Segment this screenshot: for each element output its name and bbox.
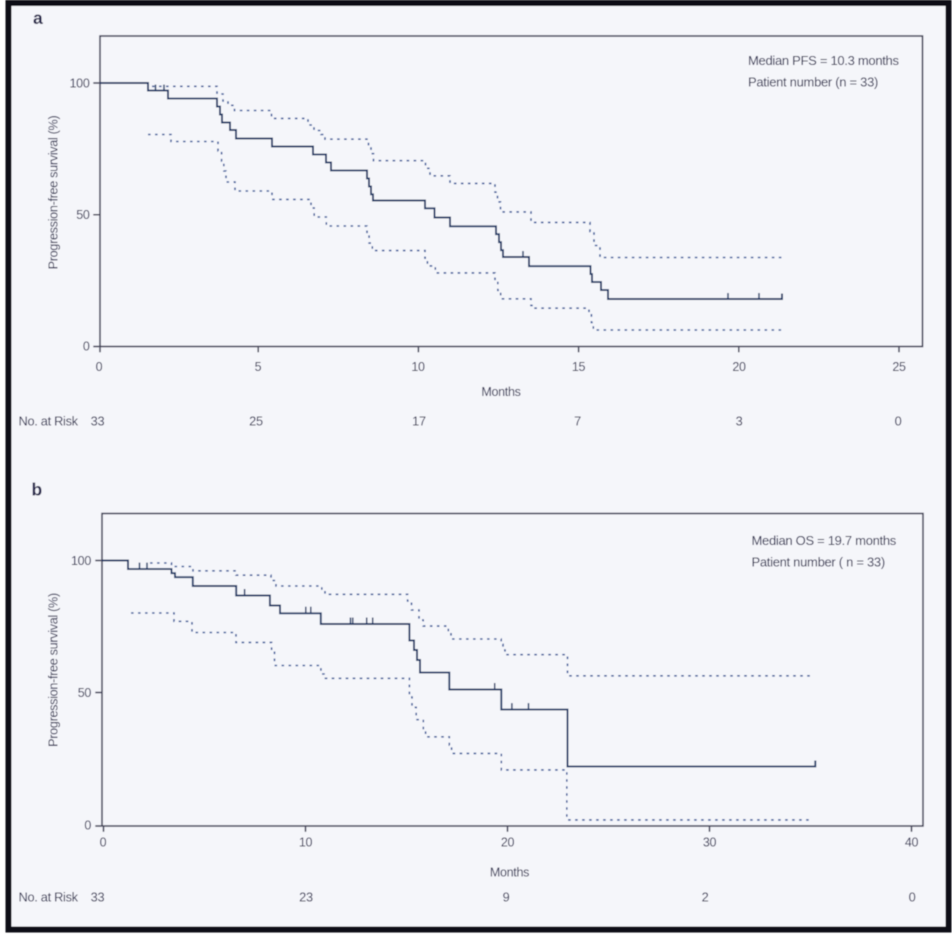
svg-text:No. at Risk: No. at Risk bbox=[19, 890, 79, 905]
svg-text:33: 33 bbox=[91, 890, 105, 905]
svg-text:2: 2 bbox=[702, 890, 709, 905]
svg-text:a: a bbox=[33, 8, 43, 28]
svg-text:25: 25 bbox=[249, 414, 263, 429]
svg-text:Progression-free survival (%): Progression-free survival (%) bbox=[47, 116, 61, 270]
svg-text:9: 9 bbox=[503, 890, 510, 905]
svg-text:0: 0 bbox=[895, 414, 902, 429]
svg-text:0: 0 bbox=[96, 360, 103, 374]
svg-text:100: 100 bbox=[71, 554, 91, 568]
svg-text:33: 33 bbox=[91, 414, 105, 429]
svg-text:50: 50 bbox=[78, 686, 92, 700]
svg-text:0: 0 bbox=[84, 819, 91, 833]
svg-text:50: 50 bbox=[76, 208, 90, 222]
svg-text:Patient number (n = 33): Patient number (n = 33) bbox=[748, 75, 878, 90]
svg-text:0: 0 bbox=[909, 890, 916, 905]
svg-text:20: 20 bbox=[501, 836, 515, 850]
svg-text:10: 10 bbox=[299, 836, 313, 850]
svg-text:Median OS = 19.7 months: Median OS = 19.7 months bbox=[752, 533, 897, 548]
svg-text:23: 23 bbox=[299, 890, 313, 905]
svg-text:17: 17 bbox=[412, 414, 426, 429]
svg-text:5: 5 bbox=[255, 360, 262, 374]
svg-text:Median PFS = 10.3 months: Median PFS = 10.3 months bbox=[748, 53, 899, 68]
svg-text:0: 0 bbox=[83, 340, 90, 354]
svg-text:10: 10 bbox=[411, 360, 425, 374]
svg-text:Patient number ( n = 33): Patient number ( n = 33) bbox=[752, 555, 885, 570]
svg-text:Months: Months bbox=[490, 866, 529, 880]
svg-text:3: 3 bbox=[736, 414, 743, 429]
svg-text:15: 15 bbox=[572, 360, 586, 374]
svg-text:No. at Risk: No. at Risk bbox=[19, 414, 79, 429]
svg-text:Months: Months bbox=[481, 385, 520, 399]
svg-text:40: 40 bbox=[905, 836, 919, 850]
svg-text:7: 7 bbox=[574, 414, 581, 429]
svg-text:b: b bbox=[32, 480, 42, 500]
svg-text:Progression-free survival (%): Progression-free survival (%) bbox=[47, 593, 61, 747]
svg-text:20: 20 bbox=[732, 360, 746, 374]
svg-text:25: 25 bbox=[892, 360, 906, 374]
svg-text:0: 0 bbox=[100, 836, 107, 850]
svg-text:30: 30 bbox=[703, 836, 717, 850]
svg-text:100: 100 bbox=[70, 77, 90, 91]
